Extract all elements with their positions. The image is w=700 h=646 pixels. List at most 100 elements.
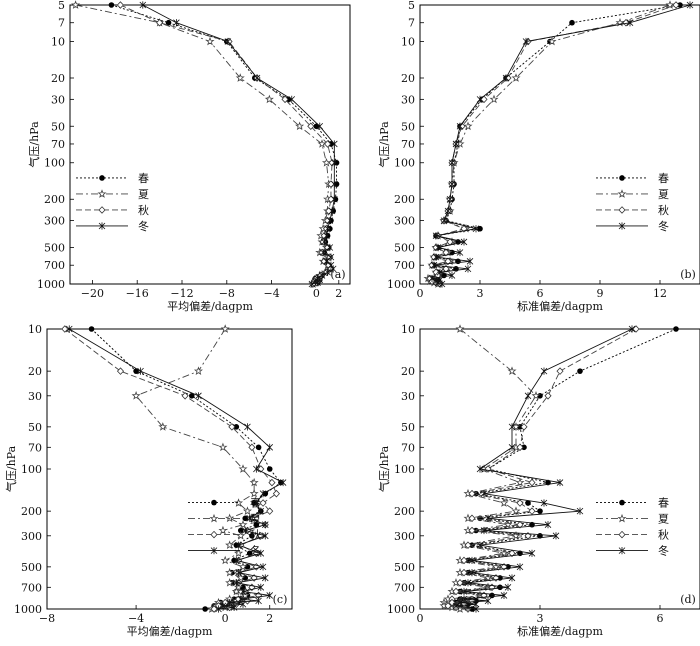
legend-label: 冬 — [138, 219, 149, 233]
data-point — [516, 520, 524, 529]
data-point — [219, 602, 227, 610]
data-point — [476, 95, 484, 103]
data-point — [577, 368, 583, 374]
data-point — [464, 579, 472, 587]
data-point — [88, 326, 95, 332]
data-point — [477, 225, 483, 232]
data-point — [225, 567, 235, 577]
data-point — [628, 325, 636, 333]
series — [428, 1, 694, 288]
data-point — [528, 507, 536, 515]
data-point — [231, 557, 237, 564]
y-tick-label: 300 — [21, 530, 42, 543]
data-point — [257, 465, 265, 473]
data-point — [456, 598, 464, 607]
y-tick-label: 700 — [44, 259, 65, 272]
data-point — [438, 280, 446, 288]
data-point — [288, 95, 296, 103]
data-point — [324, 225, 331, 233]
data-point — [507, 366, 517, 375]
data-point — [508, 549, 516, 558]
data-point — [472, 225, 480, 233]
data-point — [248, 443, 256, 452]
data-point — [446, 195, 454, 203]
data-point — [321, 157, 331, 167]
data-point — [499, 498, 509, 507]
data-point — [259, 499, 267, 507]
data-point — [522, 37, 530, 46]
data-point — [540, 367, 548, 375]
legend-label: 夏 — [138, 188, 149, 201]
y-tick-label: 300 — [44, 215, 65, 228]
data-point — [457, 588, 463, 595]
series — [139, 1, 338, 288]
data-point — [234, 548, 244, 558]
data-point — [253, 521, 260, 528]
legend-label: 冬 — [658, 544, 669, 558]
y-tick-label: 7 — [408, 17, 415, 30]
legend-marker — [618, 530, 626, 539]
data-point — [193, 366, 203, 375]
data-point — [456, 122, 464, 130]
data-point — [500, 591, 508, 600]
data-point — [452, 140, 460, 148]
data-point — [237, 527, 244, 534]
data-point — [71, 0, 81, 9]
data-point — [262, 490, 269, 497]
data-point — [307, 122, 315, 131]
legend-item: 夏 — [76, 188, 149, 201]
data-point — [544, 521, 552, 529]
panel-label: (b) — [680, 268, 696, 281]
data-point — [220, 555, 230, 565]
series — [65, 325, 287, 613]
legend-item: 秋 — [188, 528, 261, 542]
data-point — [253, 74, 261, 82]
data-point — [329, 265, 337, 273]
data-point — [165, 19, 172, 26]
x-axis-label: 平均偏差/dagpm — [167, 299, 253, 313]
series — [116, 1, 336, 288]
y-axis-label: 气压/hPa — [377, 445, 391, 492]
series-line — [75, 4, 331, 285]
y-tick-label: 300 — [394, 530, 415, 543]
data-point — [525, 500, 531, 506]
y-tick-label: 20 — [28, 365, 42, 378]
legend-item: 夏 — [596, 188, 669, 201]
data-point — [468, 489, 476, 498]
data-point — [468, 556, 476, 565]
data-point — [266, 466, 273, 472]
data-point — [456, 579, 464, 587]
data-point — [116, 1, 124, 9]
plot-frame — [419, 4, 700, 285]
data-point — [460, 568, 468, 577]
x-tick-label: 3 — [537, 612, 544, 625]
x-tick-label: 9 — [597, 287, 604, 300]
data-point — [476, 541, 484, 549]
data-point — [521, 444, 527, 451]
y-tick-label: 1000 — [387, 603, 415, 616]
y-tick-label: 500 — [394, 561, 415, 574]
legend-label: 春 — [138, 172, 149, 185]
data-point — [552, 532, 560, 540]
series — [452, 325, 636, 613]
data-point — [225, 578, 235, 587]
series — [71, 0, 335, 288]
data-point — [448, 271, 456, 280]
y-tick-label: 70 — [28, 441, 42, 454]
y-tick-label: 10 — [51, 35, 65, 48]
y-tick-label: 30 — [28, 390, 42, 403]
data-point — [131, 391, 141, 400]
panel-label: (d) — [680, 593, 696, 606]
data-point — [224, 37, 232, 46]
data-point — [225, 513, 235, 523]
data-point — [239, 587, 247, 596]
legend-item: 夏 — [596, 513, 669, 526]
series — [61, 325, 280, 613]
series — [426, 1, 680, 288]
data-point — [460, 238, 468, 246]
data-point — [524, 392, 532, 400]
x-tick-label: 2 — [335, 287, 342, 300]
legend-marker — [617, 189, 627, 198]
data-point — [239, 600, 247, 608]
data-point — [448, 180, 456, 188]
